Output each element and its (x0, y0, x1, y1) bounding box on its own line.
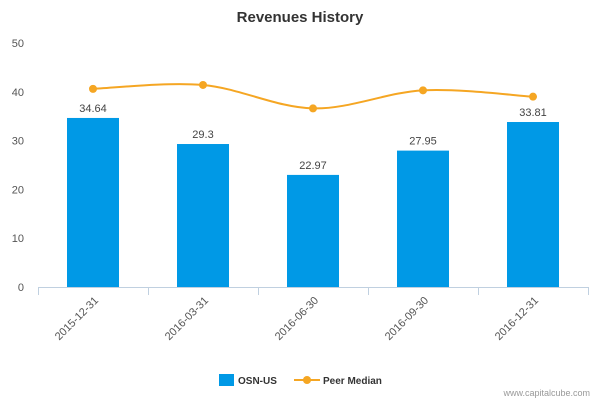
bar-osn-us (287, 174, 339, 287)
legend-swatch-osn-us (219, 374, 234, 386)
peer-median-point (199, 80, 207, 89)
y-axis-ticks: 0 10 20 30 40 50 (12, 38, 24, 294)
bar-data-label: 27.95 (409, 136, 437, 148)
chart-title: Revenues History (237, 9, 364, 26)
y-tick-label: 50 (12, 38, 24, 50)
legend-label-peer-median: Peer Median (323, 376, 382, 387)
x-axis: 2015-12-31 2016-03-31 2016-06-30 2016-09-30… (38, 287, 589, 343)
x-tick-label: 2015-12-31 (53, 295, 101, 343)
y-tick-label: 0 (18, 282, 24, 294)
legend-marker-peer-median (303, 376, 311, 384)
bar-osn-us (397, 150, 449, 287)
bar-data-label: 34.64 (79, 103, 107, 115)
legend: OSN-US Peer Median (219, 374, 382, 387)
y-tick-label: 30 (12, 136, 24, 148)
bar-osn-us (507, 122, 559, 287)
legend-label-osn-us: OSN-US (238, 376, 277, 387)
peer-median-point (419, 86, 427, 95)
y-tick-label: 10 (12, 233, 24, 245)
bar-osn-us (67, 117, 119, 287)
peer-median-point (309, 104, 317, 113)
x-tick-label: 2016-06-30 (273, 295, 321, 343)
y-tick-label: 40 (12, 87, 24, 99)
bar-osn-us (177, 144, 229, 287)
bar-data-label: 22.97 (299, 160, 327, 172)
bar-data-label: 33.81 (519, 107, 547, 119)
x-tick-label: 2016-03-31 (163, 295, 211, 343)
bar-data-label: 29.3 (192, 129, 213, 141)
x-tick-label: 2016-09-30 (383, 295, 431, 343)
y-tick-label: 20 (12, 184, 24, 196)
x-tick-label: 2016-12-31 (493, 295, 541, 343)
source-credit: www.capitalcube.com (502, 388, 590, 398)
line-series-peer-median (89, 80, 537, 113)
peer-median-point (89, 84, 97, 93)
bar-series-osn-us (67, 117, 559, 287)
bar-data-labels: 34.64 29.3 22.97 27.95 33.81 (79, 103, 547, 172)
peer-median-point (529, 92, 537, 101)
